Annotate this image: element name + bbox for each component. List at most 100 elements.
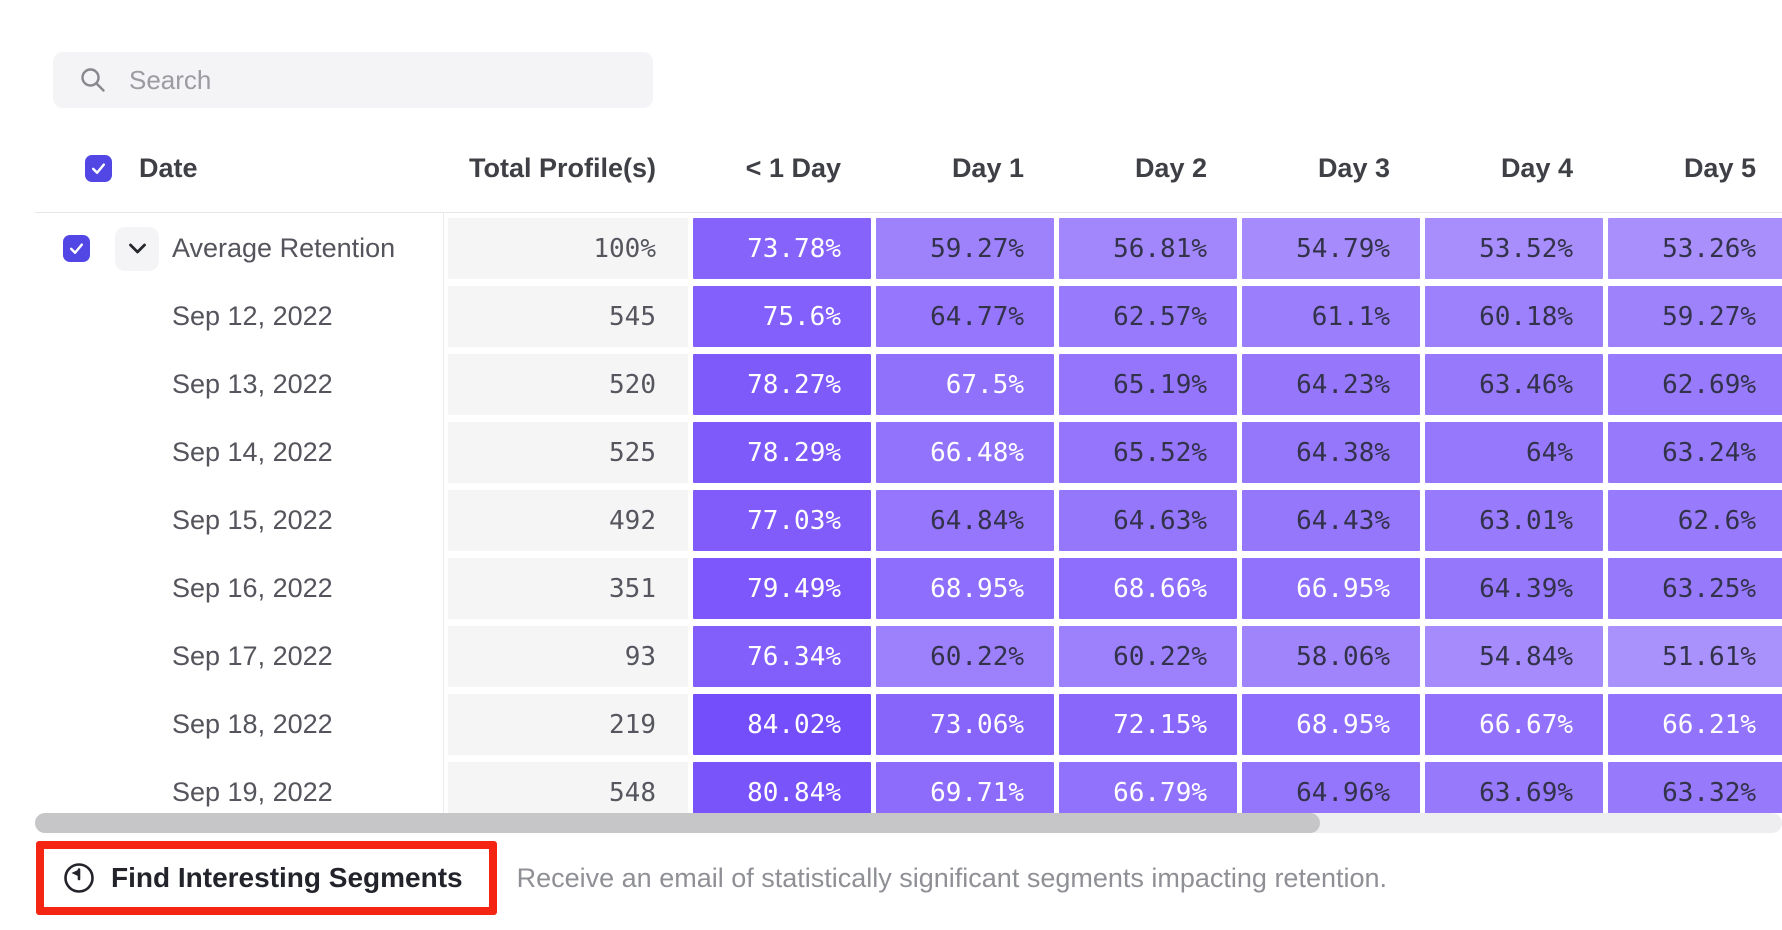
row-label-cell: Sep 19, 2022 [35,762,443,813]
retention-cell[interactable]: 59.27% [876,218,1054,279]
retention-cell[interactable]: 68.95% [876,558,1054,619]
find-interesting-segments-label: Find Interesting Segments [111,862,463,893]
retention-cell[interactable]: 65.52% [1059,422,1237,483]
retention-cell[interactable]: 61.1% [1242,286,1420,347]
retention-cell[interactable]: 68.95% [1242,694,1420,755]
retention-cell[interactable]: 63.01% [1425,490,1603,551]
retention-cell[interactable]: 75.6% [693,286,871,347]
retention-cell[interactable]: 65.19% [1059,354,1237,415]
retention-cell[interactable]: 62.57% [1059,286,1237,347]
check-icon [69,243,84,254]
column-header-lt-1-day: < 1 Day [745,152,841,183]
retention-cell[interactable]: 84.02% [693,694,871,755]
retention-cell[interactable]: 56.81% [1059,218,1237,279]
retention-cell[interactable]: 67.5% [876,354,1054,415]
row-label-cell: Sep 13, 2022 [35,354,443,415]
retention-cell[interactable]: 64.77% [876,286,1054,347]
retention-cell[interactable]: 66.95% [1242,558,1420,619]
retention-cell[interactable]: 54.79% [1242,218,1420,279]
retention-cell[interactable]: 58.06% [1242,626,1420,687]
retention-cell[interactable]: 60.22% [876,626,1054,687]
table-row: Sep 18, 2022 219 84.02% 73.06% 72.15% 68… [35,694,1782,755]
retention-cell[interactable]: 59.27% [1608,286,1782,347]
search-input[interactable] [129,64,633,96]
retention-cell[interactable]: 62.6% [1608,490,1782,551]
table-row: Sep 13, 2022 520 78.27% 67.5% 65.19% 64.… [35,354,1782,415]
table-row: Sep 15, 2022 492 77.03% 64.84% 64.63% 64… [35,490,1782,551]
search-bar [53,52,653,108]
retention-cell[interactable]: 64.39% [1425,558,1603,619]
horizontal-scrollbar-thumb[interactable] [35,813,1320,833]
row-label: Sep 18, 2022 [172,709,333,739]
retention-cell[interactable]: 53.52% [1425,218,1603,279]
retention-cell[interactable]: 64.23% [1242,354,1420,415]
table-row: Sep 16, 2022 351 79.49% 68.95% 68.66% 66… [35,558,1782,619]
column-header-day-4: Day 4 [1500,152,1573,183]
row-checkbox[interactable] [63,235,90,262]
retention-cell[interactable]: 51.61% [1608,626,1782,687]
interesting-segments-icon [64,863,94,893]
table-row: Sep 17, 2022 93 76.34% 60.22% 60.22% 58.… [35,626,1782,687]
total-profiles-cell: 351 [448,558,688,619]
retention-cell[interactable]: 66.79% [1059,762,1237,813]
retention-cell[interactable]: 68.66% [1059,558,1237,619]
retention-cell[interactable]: 69.71% [876,762,1054,813]
column-divider [443,213,444,813]
row-label: Sep 19, 2022 [172,777,333,807]
retention-cell[interactable]: 73.78% [693,218,871,279]
column-header-total-profiles: Total Profile(s) [468,152,656,183]
retention-cell[interactable]: 78.29% [693,422,871,483]
chevron-down-icon [128,243,146,254]
retention-cell[interactable]: 63.32% [1608,762,1782,813]
row-label-cell: Sep 15, 2022 [35,490,443,551]
row-label-cell: Sep 16, 2022 [35,558,443,619]
table-header: Date Total Profile(s) < 1 Day Day 1 Day … [35,140,1782,196]
retention-cell[interactable]: 53.26% [1608,218,1782,279]
retention-cell[interactable]: 63.25% [1608,558,1782,619]
retention-cell[interactable]: 60.18% [1425,286,1603,347]
retention-cell[interactable]: 79.49% [693,558,871,619]
column-header-day-2: Day 2 [1134,152,1207,183]
retention-cell[interactable]: 63.69% [1425,762,1603,813]
annotation-highlight: Find Interesting Segments [36,841,497,915]
retention-cell[interactable]: 60.22% [1059,626,1237,687]
column-header-date: Date [139,152,198,183]
table-row: Sep 12, 2022 545 75.6% 64.77% 62.57% 61.… [35,286,1782,347]
retention-cell[interactable]: 54.84% [1425,626,1603,687]
retention-cell[interactable]: 72.15% [1059,694,1237,755]
retention-cell[interactable]: 73.06% [876,694,1054,755]
table-row: Sep 14, 2022 525 78.29% 66.48% 65.52% 64… [35,422,1782,483]
retention-cell[interactable]: 76.34% [693,626,871,687]
retention-cell[interactable]: 64.84% [876,490,1054,551]
retention-cell[interactable]: 77.03% [693,490,871,551]
total-profiles-cell: 492 [448,490,688,551]
retention-cell[interactable]: 66.67% [1425,694,1603,755]
horizontal-scrollbar-track[interactable] [35,813,1782,833]
retention-cell[interactable]: 64.96% [1242,762,1420,813]
column-header-day-1: Day 1 [951,152,1024,183]
table-row: Sep 19, 2022 548 80.84% 69.71% 66.79% 64… [35,762,1782,813]
select-all-checkbox[interactable] [85,154,112,182]
retention-cell[interactable]: 66.21% [1608,694,1782,755]
check-icon [91,162,106,174]
row-label: Sep 13, 2022 [172,369,333,399]
retention-cell[interactable]: 62.69% [1608,354,1782,415]
retention-cell[interactable]: 64% [1425,422,1603,483]
row-label-cell: Sep 12, 2022 [35,286,443,347]
retention-cell[interactable]: 64.38% [1242,422,1420,483]
retention-cell[interactable]: 66.48% [876,422,1054,483]
retention-cell[interactable]: 63.46% [1425,354,1603,415]
retention-cell[interactable]: 64.63% [1059,490,1237,551]
retention-cell[interactable]: 78.27% [693,354,871,415]
row-label-cell: Sep 14, 2022 [35,422,443,483]
retention-cell[interactable]: 80.84% [693,762,871,813]
total-profiles-cell: 219 [448,694,688,755]
expand-row-button[interactable] [115,226,159,271]
retention-cell[interactable]: 64.43% [1242,490,1420,551]
search-icon [81,68,105,92]
row-label: Sep 16, 2022 [172,573,333,603]
retention-table-body: Average Retention 100% 73.78% 59.27% 56.… [35,218,1782,813]
retention-cell[interactable]: 63.24% [1608,422,1782,483]
total-profiles-cell: 93 [448,626,688,687]
find-interesting-segments-button[interactable]: Find Interesting Segments [62,861,463,895]
